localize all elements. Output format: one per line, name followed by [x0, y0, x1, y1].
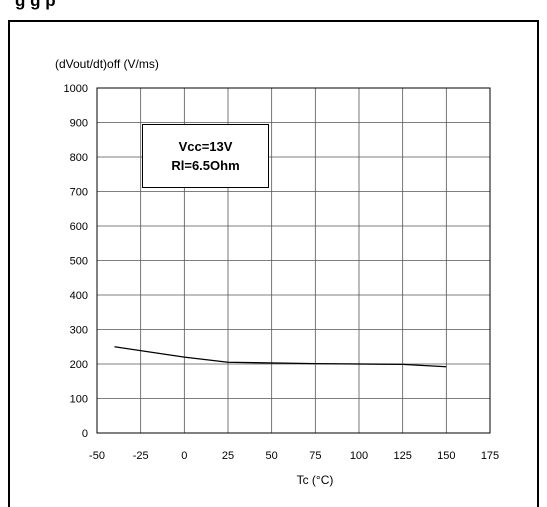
- y-tick-label-10: 1000: [64, 83, 88, 95]
- y-tick-label-8: 800: [70, 152, 88, 164]
- y-tick-label-9: 900: [70, 118, 88, 130]
- frame-top-border: [8, 20, 539, 22]
- plot-area-border: [96, 87, 491, 434]
- y-tick-label-0: 0: [82, 428, 88, 440]
- x-tick-label-4: 50: [266, 450, 278, 462]
- y-tick-label-3: 300: [70, 325, 88, 337]
- x-tick-label-2: 0: [181, 450, 187, 462]
- conditions-annotation-box: Vcc=13V Rl=6.5Ohm: [142, 124, 269, 188]
- series-lines: [114, 346, 447, 368]
- annotation-vcc: Vcc=13V: [178, 139, 233, 154]
- y-tick-label-2: 200: [70, 359, 88, 371]
- frame-right-border: [537, 20, 539, 507]
- x-tick-labels: -50 -25 0 25 50 75 100 125 150 175: [89, 450, 499, 462]
- plot-area-frame: [96, 87, 491, 434]
- x-tick-label-0: -50: [89, 450, 105, 462]
- y-tick-label-1: 100: [70, 394, 88, 406]
- x-axis-label: Tc (°C): [297, 473, 334, 487]
- series-line-0: [114, 346, 447, 368]
- y-tick-label-6: 600: [70, 221, 88, 233]
- x-tick-label-1: -25: [133, 450, 149, 462]
- page-header-title: g g p: [15, 0, 56, 10]
- y-tick-labels: 0 100 200 300 400 500 600 700 800 900 1000: [64, 83, 88, 440]
- x-tick-label-6: 100: [350, 450, 368, 462]
- x-tick-label-5: 75: [309, 450, 321, 462]
- y-tick-label-7: 700: [70, 187, 88, 199]
- x-tick-label-9: 175: [481, 450, 499, 462]
- x-tick-label-7: 125: [393, 450, 411, 462]
- frame-left-border: [8, 20, 10, 507]
- y-tick-label-4: 400: [70, 290, 88, 302]
- x-tick-label-8: 150: [437, 450, 455, 462]
- annotation-rl: Rl=6.5Ohm: [171, 158, 240, 173]
- x-tick-label-3: 25: [222, 450, 234, 462]
- y-axis-label: (dVout/dt)off (V/ms): [55, 57, 159, 71]
- y-tick-label-5: 500: [70, 256, 88, 268]
